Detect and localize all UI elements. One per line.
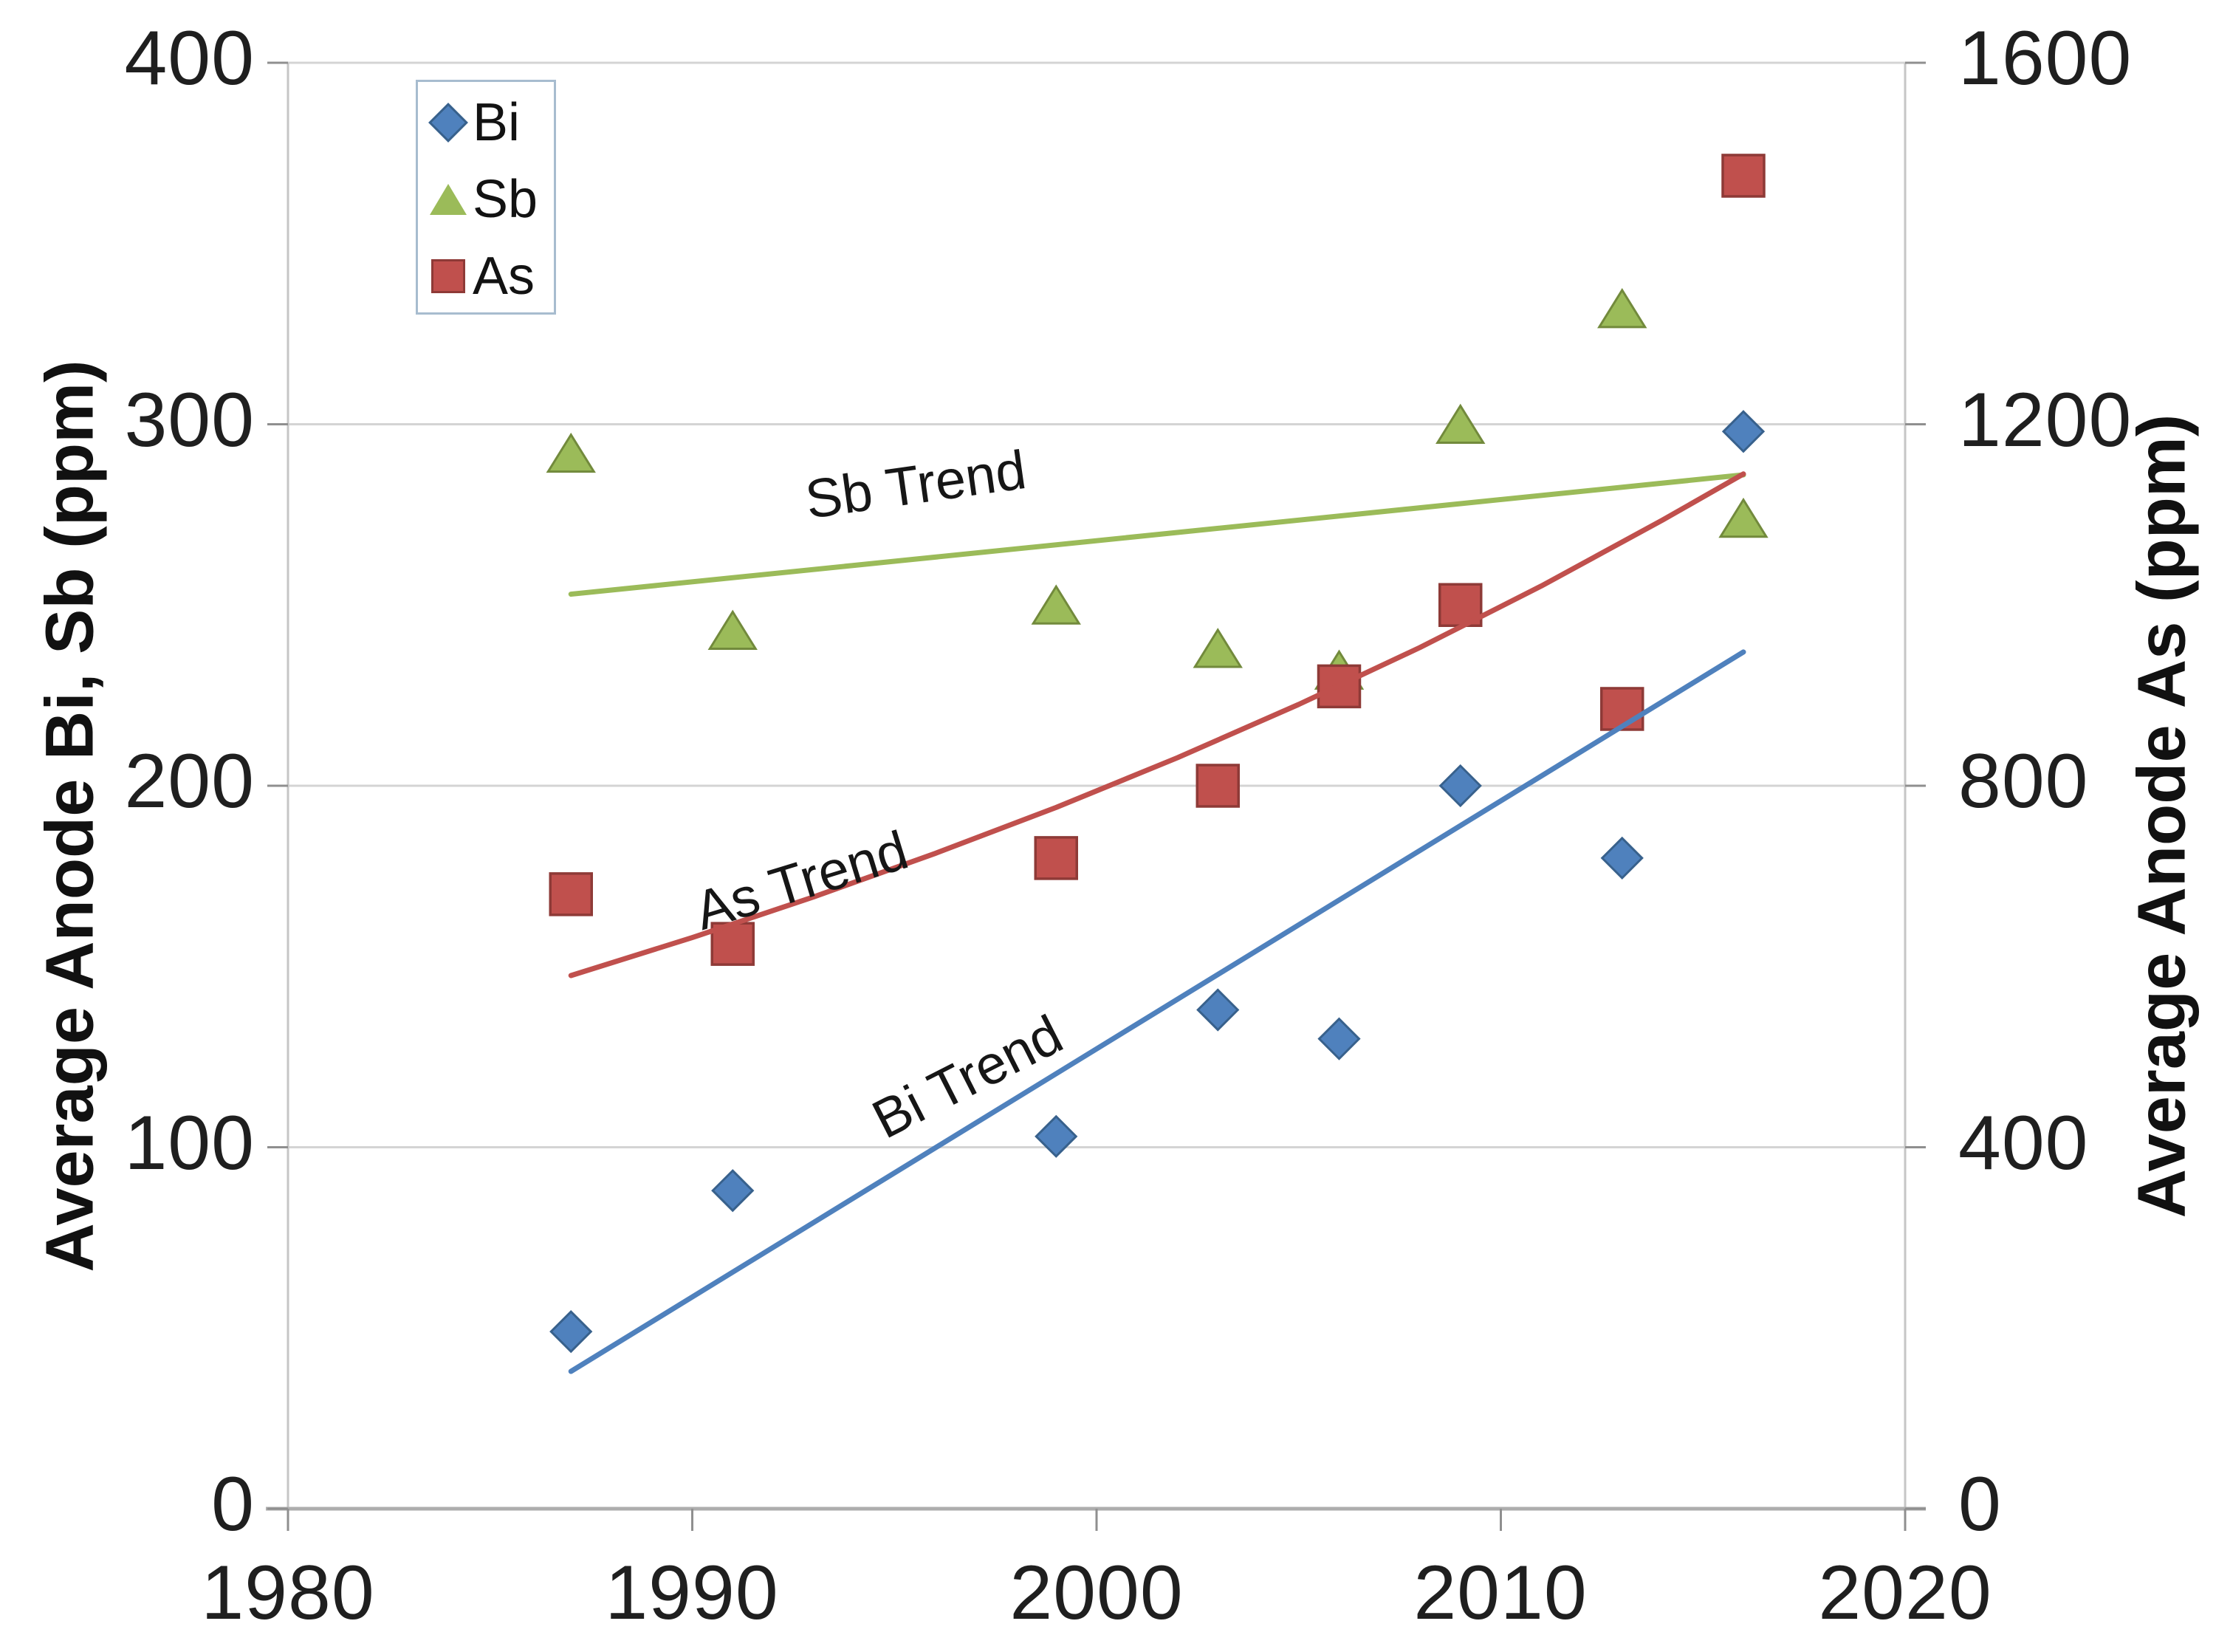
legend-item-sb: Sb xyxy=(418,170,554,229)
x-axis-tick-2010: 2010 xyxy=(1413,1550,1588,1636)
x-axis-tick-1980: 1980 xyxy=(201,1550,375,1636)
legend-label-as: As xyxy=(473,247,535,306)
right-axis-tick-800: 800 xyxy=(1958,738,2089,824)
series-bi-markers xyxy=(549,410,1766,1354)
left-axis-tick-300: 300 xyxy=(124,377,255,463)
x-axis-tick-1990: 1990 xyxy=(605,1550,779,1636)
right-axis-tick-1200: 1200 xyxy=(1958,377,2133,463)
legend-item-as: As xyxy=(418,247,554,306)
series-as-markers xyxy=(549,154,1766,966)
left-axis-tick-400: 400 xyxy=(124,16,255,101)
right-axis-title: Average Anode As (ppm) xyxy=(2124,414,2200,1219)
as-trend-line xyxy=(568,471,1746,978)
left-axis-tick-200: 200 xyxy=(124,738,255,824)
left-axis-tick-100: 100 xyxy=(124,1100,255,1186)
right-axis-tick-400: 400 xyxy=(1958,1100,2089,1186)
left-axis-tick-0: 0 xyxy=(211,1461,255,1547)
axes xyxy=(266,61,1926,1531)
right-axis-tick-0: 0 xyxy=(1958,1461,2002,1547)
right-axis-tick-1600: 1600 xyxy=(1958,16,2133,101)
sb-trend-line xyxy=(568,472,1746,597)
legend-label-sb: Sb xyxy=(473,170,538,229)
bi-diamond-icon xyxy=(428,103,468,143)
x-axis-tick-2000: 2000 xyxy=(1009,1550,1184,1636)
gridlines xyxy=(288,61,1905,1148)
x-axis-tick-2020: 2020 xyxy=(1818,1550,1992,1636)
left-axis-title: Average Anode Bi, Sb (ppm) xyxy=(32,360,108,1272)
legend-item-bi: Bi xyxy=(418,93,554,152)
legend: Bi Sb As xyxy=(416,80,556,315)
as-square-icon xyxy=(431,259,465,293)
legend-label-bi: Bi xyxy=(473,93,521,152)
bi-trend-line xyxy=(568,649,1746,1374)
sb-triangle-icon xyxy=(430,184,467,215)
